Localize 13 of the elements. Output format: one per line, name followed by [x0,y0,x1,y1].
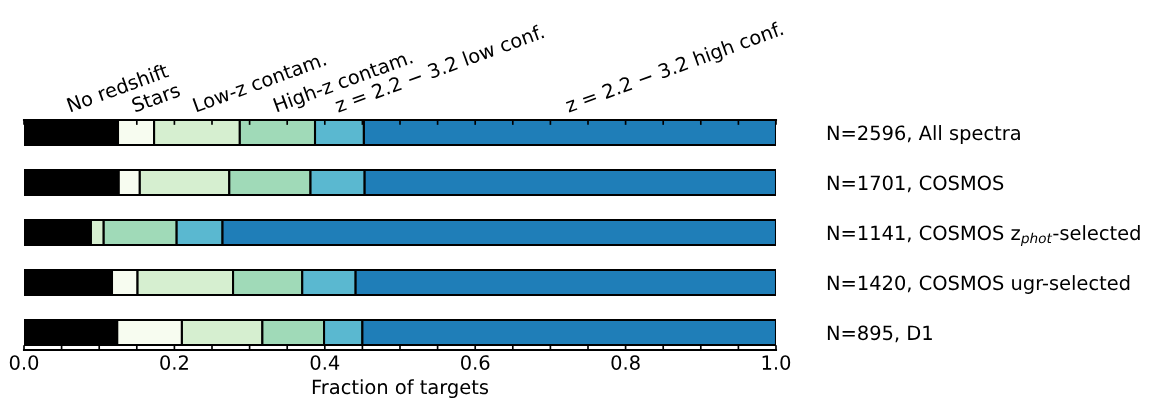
x-axis-title: Fraction of targets [312,379,489,399]
x-tick-label: 0.6 [461,355,490,370]
y-tick-label: N=2596, All spectra [827,125,1020,144]
y-tick-label: N=1701, COSMOS [827,175,1004,193]
y-tick-label: N=1420, COSMOS ugr-selected [827,275,1130,294]
x-tick-label: 1.0 [762,355,791,370]
text: z = 2.2 − 3.2 high conf. [564,20,785,117]
y-tick-label: N=1141, COSMOS z$_{phot}$-selected [827,225,1140,246]
x-tick-label: 0.8 [611,355,640,370]
x-tick-label: 0.0 [9,355,39,370]
x-tick-label: 0.2 [160,355,188,370]
x-tick-label: 0.4 [310,355,340,370]
y-tick-label: N=895, D1 [827,325,932,343]
